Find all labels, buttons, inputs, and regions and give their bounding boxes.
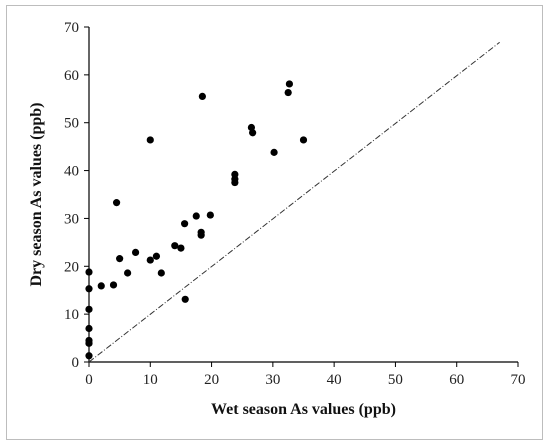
data-point xyxy=(131,248,140,257)
data-point xyxy=(146,136,154,144)
data-point xyxy=(152,252,161,260)
data-point xyxy=(284,88,292,97)
data-point xyxy=(206,211,214,219)
data-point xyxy=(181,220,189,228)
data-point xyxy=(85,305,93,313)
y-tick-label: 50 xyxy=(64,116,79,132)
y-tick-label: 0 xyxy=(72,355,80,371)
data-point xyxy=(198,92,206,100)
data-point xyxy=(249,129,257,137)
data-point xyxy=(285,80,294,88)
data-point xyxy=(85,352,93,360)
data-point xyxy=(299,136,308,144)
y-tick-label: 70 xyxy=(64,20,79,36)
x-tick-label: 10 xyxy=(143,372,158,388)
data-point xyxy=(85,268,93,276)
data-point xyxy=(124,269,132,277)
data-point xyxy=(231,170,239,178)
y-tick-label: 30 xyxy=(64,211,79,227)
data-point xyxy=(177,244,185,252)
x-tick-label: 20 xyxy=(204,372,219,388)
data-points xyxy=(85,80,308,360)
y-tick-label: 40 xyxy=(64,164,79,180)
chart-frame: 0 10 20 30 40 50 60 70 0 10 20 30 40 50 60 70 Wet seaso… xyxy=(6,5,543,440)
x-axis-title: Wet season As values (ppb) xyxy=(211,401,396,418)
data-point xyxy=(197,228,205,236)
data-point xyxy=(97,282,105,290)
data-point xyxy=(85,324,93,333)
y-tick-label: 60 xyxy=(64,68,79,84)
y-tick-label: 20 xyxy=(64,259,79,275)
data-point xyxy=(109,281,118,289)
data-point xyxy=(85,336,93,345)
data-point xyxy=(181,295,189,303)
x-tick-label: 60 xyxy=(449,372,464,388)
x-tick-label: 40 xyxy=(327,372,342,388)
data-point xyxy=(157,269,165,277)
y-axis-title: Dry season As values (ppb) xyxy=(28,102,45,286)
data-point xyxy=(192,212,200,220)
x-tick-label: 70 xyxy=(511,372,526,388)
data-point xyxy=(171,242,179,250)
ticks: 0 10 20 30 40 50 60 70 0 10 20 30 40 50 60 70 xyxy=(64,20,526,388)
data-point xyxy=(112,199,121,207)
data-point xyxy=(270,148,278,156)
x-tick-label: 30 xyxy=(265,372,280,388)
x-tick-label: 0 xyxy=(85,372,93,388)
x-tick-label: 50 xyxy=(388,372,403,388)
data-point xyxy=(85,285,93,293)
data-point xyxy=(116,255,124,263)
one-to-one-reference-line xyxy=(88,41,500,363)
data-point xyxy=(146,256,154,264)
y-tick-label: 10 xyxy=(64,307,79,323)
scatter-chart: 0 10 20 30 40 50 60 70 0 10 20 30 40 50 60 70 Wet seaso… xyxy=(28,20,526,418)
